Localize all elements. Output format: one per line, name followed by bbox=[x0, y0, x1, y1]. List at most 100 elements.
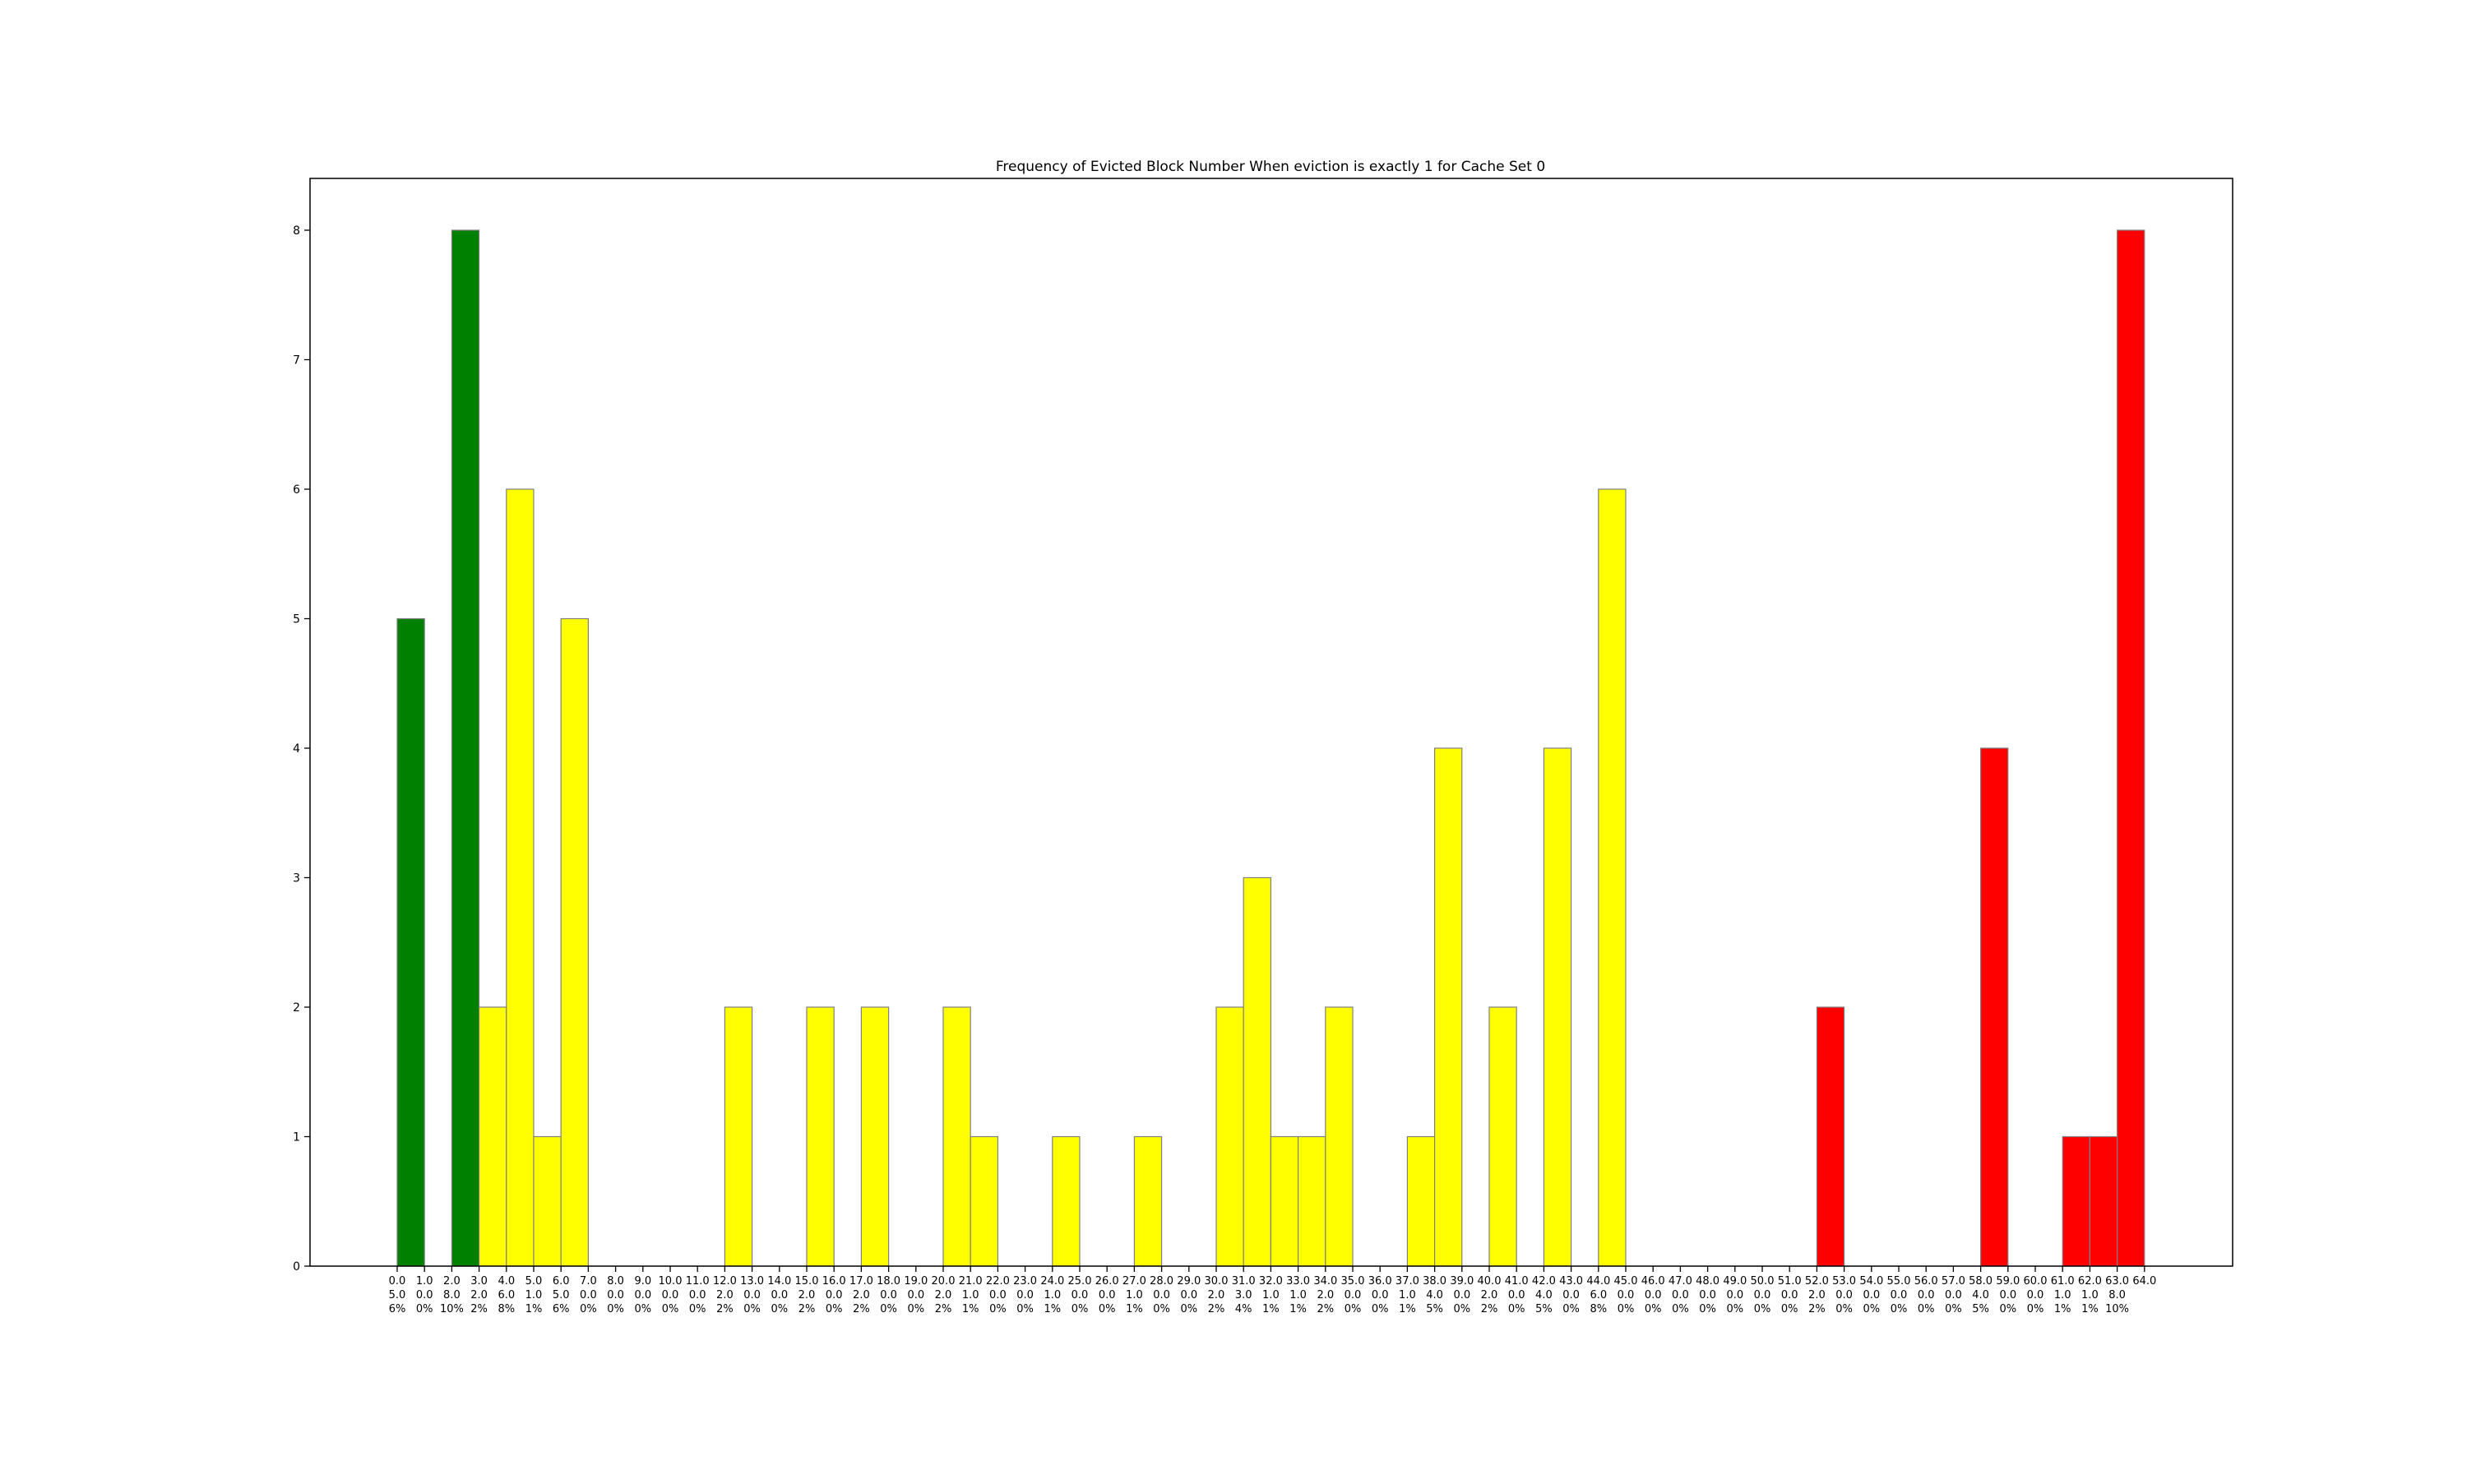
x-tick-label-8-line-1: 8.0 bbox=[607, 1275, 624, 1288]
x-tick-label-4-line-2: 6.0 bbox=[498, 1289, 515, 1301]
x-tick-label-30-line-3: 2% bbox=[1208, 1303, 1225, 1315]
x-tick-label-6-line-3: 6% bbox=[553, 1303, 570, 1315]
x-tick-label-30-line-1: 30.0 bbox=[1205, 1275, 1229, 1288]
x-tick-label-25-line-1: 25.0 bbox=[1068, 1275, 1092, 1288]
x-tick-label-45-line-1: 45.0 bbox=[1614, 1275, 1638, 1288]
x-tick-label-13-line-3: 0% bbox=[743, 1303, 761, 1315]
x-tick-label-27-line-2: 1.0 bbox=[1126, 1289, 1143, 1301]
x-tick-label-47-line-3: 0% bbox=[1672, 1303, 1689, 1315]
x-tick-label-23-line-1: 23.0 bbox=[1013, 1275, 1037, 1288]
bar-3 bbox=[478, 1006, 507, 1267]
x-tick-label-60-line-3: 0% bbox=[2027, 1303, 2044, 1315]
x-tick-label-0-line-2: 5.0 bbox=[389, 1289, 406, 1301]
bar-61 bbox=[2062, 1135, 2090, 1267]
x-tick-label-45-line-3: 0% bbox=[1618, 1303, 1635, 1315]
x-tick-label-11-line-2: 0.0 bbox=[689, 1289, 706, 1301]
x-tick-label-63-line-3: 10% bbox=[2105, 1303, 2129, 1315]
x-tick-label-3-line-3: 2% bbox=[470, 1303, 488, 1315]
x-tick-label-13-line-2: 0.0 bbox=[743, 1289, 761, 1301]
y-tick-label-5: 5 bbox=[293, 613, 300, 626]
x-tick-label-10-line-3: 0% bbox=[662, 1303, 679, 1315]
x-tick-label-48-line-1: 48.0 bbox=[1696, 1275, 1719, 1288]
x-tick-label-17-line-3: 2% bbox=[853, 1303, 870, 1315]
x-tick-label-56-line-2: 0.0 bbox=[1918, 1289, 1935, 1301]
x-tick-label-3-line-1: 3.0 bbox=[470, 1275, 488, 1288]
bar-42 bbox=[1543, 747, 1572, 1267]
bar-38 bbox=[1433, 747, 1463, 1267]
bar-58 bbox=[1980, 747, 2009, 1267]
x-tick-label-44-line-1: 44.0 bbox=[1586, 1275, 1610, 1288]
x-tick-label-9-line-1: 9.0 bbox=[634, 1275, 651, 1288]
x-tick-label-40-line-2: 2.0 bbox=[1481, 1289, 1498, 1301]
y-tick-label-3: 3 bbox=[293, 872, 300, 885]
x-tick-label-46-line-1: 46.0 bbox=[1641, 1275, 1665, 1288]
x-tick-label-39-line-3: 0% bbox=[1453, 1303, 1470, 1315]
x-tick-label-1-line-2: 0.0 bbox=[416, 1289, 433, 1301]
x-tick-label-0-line-1: 0.0 bbox=[389, 1275, 406, 1288]
x-tick-label-59-line-3: 0% bbox=[1999, 1303, 2016, 1315]
x-tick-label-10-line-2: 0.0 bbox=[662, 1289, 679, 1301]
bar-20 bbox=[942, 1006, 971, 1267]
x-tick-label-15-line-3: 2% bbox=[798, 1303, 816, 1315]
x-tick-label-53-line-3: 0% bbox=[1835, 1303, 1853, 1315]
y-tick-label-6: 6 bbox=[293, 483, 300, 497]
x-tick-label-42-line-2: 4.0 bbox=[1535, 1289, 1553, 1301]
x-tick-label-54-line-2: 0.0 bbox=[1863, 1289, 1880, 1301]
x-tick-label-55-line-2: 0.0 bbox=[1891, 1289, 1908, 1301]
x-tick-label-55-line-3: 0% bbox=[1891, 1303, 1908, 1315]
x-tick-label-47-line-1: 47.0 bbox=[1669, 1275, 1692, 1288]
bar-12 bbox=[724, 1006, 753, 1267]
x-tick-label-38-line-1: 38.0 bbox=[1423, 1275, 1446, 1288]
x-tick-label-50-line-3: 0% bbox=[1754, 1303, 1771, 1315]
bar-15 bbox=[806, 1006, 835, 1267]
x-tick-label-14-line-1: 14.0 bbox=[767, 1275, 791, 1288]
x-tick-label-51-line-1: 51.0 bbox=[1778, 1275, 1802, 1288]
x-tick-label-43-line-3: 0% bbox=[1562, 1303, 1580, 1315]
x-tick-label-22-line-3: 0% bbox=[989, 1303, 1007, 1315]
x-tick-label-27-line-3: 1% bbox=[1126, 1303, 1143, 1315]
x-tick-label-25-line-2: 0.0 bbox=[1072, 1289, 1089, 1301]
x-tick-label-31-line-1: 31.0 bbox=[1232, 1275, 1256, 1288]
x-tick-label-32-line-3: 1% bbox=[1262, 1303, 1280, 1315]
x-tick-label-29-line-2: 0.0 bbox=[1180, 1289, 1197, 1301]
x-tick-label-24-line-2: 1.0 bbox=[1044, 1289, 1061, 1301]
x-tick-label-21-line-2: 1.0 bbox=[962, 1289, 979, 1301]
x-tick-label-42-line-3: 5% bbox=[1535, 1303, 1553, 1315]
x-tick-label-45-line-2: 0.0 bbox=[1618, 1289, 1635, 1301]
bar-27 bbox=[1133, 1135, 1163, 1267]
x-tick-label-2-line-1: 2.0 bbox=[443, 1275, 461, 1288]
bar-44 bbox=[1598, 488, 1627, 1267]
x-tick-label-58-line-2: 4.0 bbox=[1972, 1289, 1989, 1301]
x-tick-label-47-line-2: 0.0 bbox=[1672, 1289, 1689, 1301]
y-tick-label-1: 1 bbox=[293, 1131, 300, 1144]
bar-5 bbox=[533, 1135, 562, 1267]
x-tick-label-19-line-3: 0% bbox=[907, 1303, 924, 1315]
x-tick-label-14-line-2: 0.0 bbox=[771, 1289, 788, 1301]
x-tick-label-28-line-1: 28.0 bbox=[1150, 1275, 1173, 1288]
x-tick-label-14-line-3: 0% bbox=[771, 1303, 788, 1315]
x-tick-label-38-line-3: 5% bbox=[1426, 1303, 1443, 1315]
y-tick-label-0: 0 bbox=[293, 1260, 300, 1274]
x-tick-label-30-line-2: 2.0 bbox=[1208, 1289, 1225, 1301]
x-tick-label-5-line-3: 1% bbox=[525, 1303, 543, 1315]
x-tick-label-59-line-2: 0.0 bbox=[1999, 1289, 2016, 1301]
x-tick-label-58-line-3: 5% bbox=[1972, 1303, 1989, 1315]
x-tick-label-26-line-2: 0.0 bbox=[1099, 1289, 1116, 1301]
x-tick-label-58-line-1: 58.0 bbox=[1969, 1275, 1993, 1288]
x-tick-label-40-line-3: 2% bbox=[1481, 1303, 1498, 1315]
x-tick-label-28-line-3: 0% bbox=[1153, 1303, 1170, 1315]
bar-4 bbox=[506, 488, 535, 1267]
x-axis: 0.05.06%1.00.00%2.08.010%3.02.02%4.06.08… bbox=[389, 1266, 2156, 1315]
x-tick-label-60-line-2: 0.0 bbox=[2027, 1289, 2044, 1301]
x-tick-label-33-line-1: 33.0 bbox=[1286, 1275, 1310, 1288]
x-tick-label-57-line-1: 57.0 bbox=[1942, 1275, 1965, 1288]
bar-30 bbox=[1215, 1006, 1244, 1267]
x-tick-label-59-line-1: 59.0 bbox=[1996, 1275, 2020, 1288]
x-tick-label-35-line-1: 35.0 bbox=[1341, 1275, 1365, 1288]
x-tick-label-17-line-1: 17.0 bbox=[849, 1275, 873, 1288]
x-tick-label-20-line-3: 2% bbox=[935, 1303, 952, 1315]
x-tick-label-34-line-3: 2% bbox=[1317, 1303, 1334, 1315]
x-tick-label-15-line-1: 15.0 bbox=[795, 1275, 819, 1288]
bar-6 bbox=[560, 617, 590, 1267]
x-tick-label-41-line-1: 41.0 bbox=[1505, 1275, 1529, 1288]
